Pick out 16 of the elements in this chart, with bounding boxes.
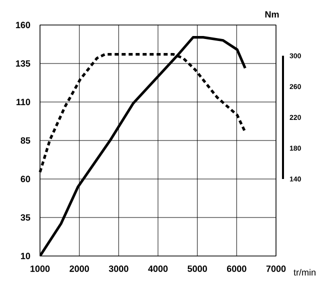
y-tick-label: 35 bbox=[20, 214, 30, 221]
y-tick-label: 160 bbox=[16, 22, 30, 28]
y-tick-label: 135 bbox=[16, 60, 30, 67]
x-tick-label: 1000 bbox=[30, 266, 50, 272]
x-tick-label: 4000 bbox=[148, 266, 168, 272]
y-tick-label: 10 bbox=[21, 252, 30, 260]
x-tick-label: 7000 bbox=[266, 266, 286, 272]
x-tick-label: 5000 bbox=[188, 266, 207, 272]
x-tick-label: 2000 bbox=[70, 266, 89, 272]
x-tick-label: 3000 bbox=[108, 266, 128, 272]
y-tick-label: 85 bbox=[20, 137, 30, 144]
y-tick-label: 110 bbox=[16, 98, 30, 106]
y-tick-label: 60 bbox=[20, 176, 30, 182]
y2-axis-title: Nm bbox=[265, 11, 279, 18]
x-tick-label: 6000 bbox=[226, 266, 246, 272]
x-axis-title: tr/min bbox=[294, 268, 316, 276]
